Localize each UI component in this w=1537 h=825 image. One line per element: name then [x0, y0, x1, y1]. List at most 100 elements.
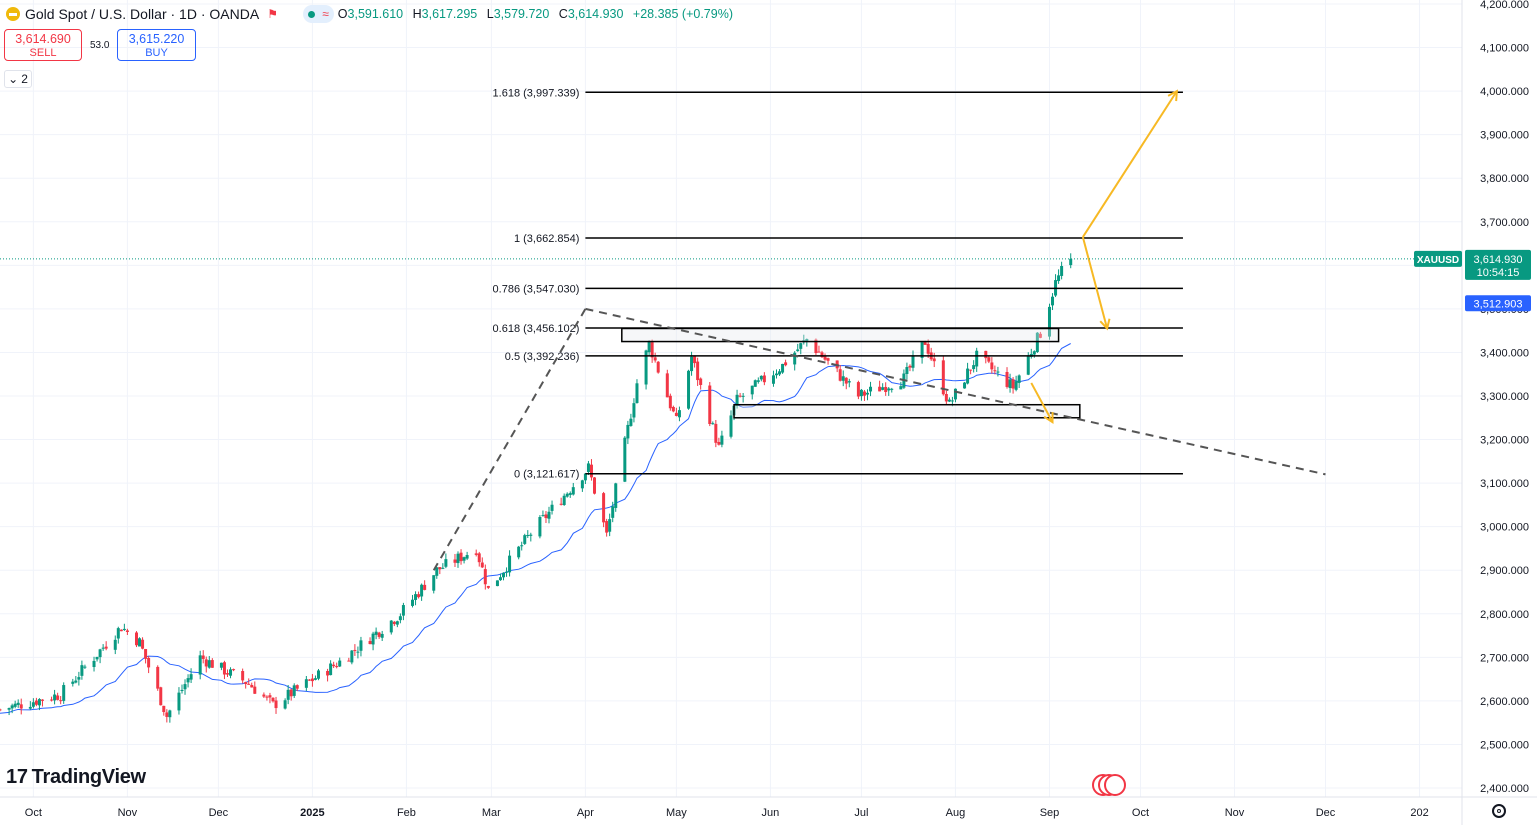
y-tick-label: 3,700.000: [1480, 217, 1529, 229]
candle-body: [608, 519, 612, 532]
tradingview-logo[interactable]: 17 TradingView: [6, 766, 146, 789]
candle-body: [180, 689, 184, 692]
candle-body: [623, 437, 627, 482]
candle-body: [104, 646, 108, 649]
candle-body: [326, 670, 330, 676]
candle-body: [34, 700, 38, 705]
candle-body: [905, 367, 909, 374]
candle-body: [505, 571, 509, 573]
candle-body: [40, 699, 44, 701]
sell-button[interactable]: 3,614.690 SELL: [4, 29, 82, 61]
candle-body: [635, 383, 639, 404]
symbol-tag: XAUUSD: [1417, 255, 1459, 266]
tradingview-mark-icon: 17: [6, 766, 28, 788]
indicators-count: 2: [21, 72, 28, 86]
candle-body: [134, 632, 138, 646]
candle-body: [441, 567, 445, 569]
candle-body: [941, 360, 945, 395]
candle-body: [377, 632, 381, 637]
candle-body: [529, 534, 533, 536]
candle-body: [966, 368, 970, 384]
candle-body: [453, 559, 457, 563]
y-tick-label: 2,800.000: [1480, 609, 1529, 621]
candle-body: [329, 663, 333, 676]
candle-body: [671, 406, 675, 412]
y-tick-label: 3,100.000: [1480, 478, 1529, 490]
candle-body: [59, 700, 63, 702]
candle-body: [738, 395, 742, 397]
candle-body: [859, 389, 863, 397]
symbol-title[interactable]: Gold Spot / U.S. Dollar · 1D · OANDA: [25, 6, 260, 22]
candle-countdown: 10:54:15: [1477, 267, 1520, 279]
symbol-tag-bg: [1414, 250, 1462, 267]
candle-body: [1057, 275, 1061, 282]
candle-body: [820, 352, 824, 358]
market-status-pill[interactable]: ≈: [303, 5, 334, 23]
buy-label: BUY: [145, 47, 168, 59]
ohlc-readout: O3,591.610 H3,617.295 L3,579.720 C3,614.…: [337, 7, 733, 21]
candle-body: [356, 651, 360, 653]
candle-body: [947, 399, 951, 402]
candle-body: [502, 572, 506, 578]
settings-gear-icon[interactable]: [1492, 804, 1506, 818]
candle-body: [1038, 333, 1042, 338]
candle-body: [862, 391, 866, 396]
candle-body: [414, 594, 418, 600]
candle-body: [374, 631, 378, 635]
candle-body: [389, 620, 393, 633]
candle-body: [583, 473, 587, 481]
projection-arrow-head: [1167, 89, 1179, 102]
candle-body: [674, 412, 678, 416]
x-tick-label: Oct: [1132, 807, 1149, 819]
candle-body: [996, 371, 1000, 373]
candle-body: [923, 341, 927, 345]
candle-body: [589, 464, 593, 478]
projection-arrow-head: [1099, 318, 1111, 331]
candle-body: [304, 679, 308, 688]
x-tick-label: May: [666, 807, 687, 819]
x-tick-label: Jul: [854, 807, 868, 819]
change-value: +28.385 (+0.79%): [632, 7, 733, 21]
candle-body: [435, 567, 439, 576]
y-tick-label: 3,900.000: [1480, 130, 1529, 142]
candle-body: [113, 639, 117, 650]
candle-body: [629, 418, 633, 426]
candle-body: [147, 657, 151, 668]
moving-average-line: [0, 343, 1071, 714]
candle-body: [465, 555, 469, 559]
candle-body: [477, 553, 481, 563]
candle-body: [244, 682, 248, 685]
fib-level-label: 0 (3,121.617): [514, 469, 579, 481]
candle-body: [762, 375, 766, 383]
candle-body: [165, 712, 169, 717]
candle-body: [611, 506, 615, 518]
candle-body: [1047, 306, 1051, 337]
candle-body: [526, 534, 530, 536]
candle-body: [771, 375, 775, 384]
candle-body: [784, 362, 788, 366]
candle-body: [368, 641, 372, 645]
y-tick-label: 2,600.000: [1480, 696, 1529, 708]
buy-button[interactable]: 3,615.220 BUY: [117, 29, 196, 61]
indicators-toggle[interactable]: ⌄ 2: [4, 70, 32, 88]
candle-body: [156, 666, 160, 689]
candle-body: [262, 694, 266, 697]
high-value: 3,617.295: [421, 7, 478, 21]
candle-body: [586, 463, 590, 472]
candle-body: [241, 671, 245, 681]
candle-body: [944, 393, 948, 402]
x-tick-label: Aug: [946, 807, 966, 819]
candle-body: [647, 341, 651, 353]
candle-body: [28, 706, 32, 709]
candle-body: [796, 349, 800, 352]
candle-body: [541, 515, 545, 517]
flag-icon[interactable]: ⚑: [267, 7, 278, 21]
candle-body: [750, 385, 754, 395]
candle-body: [890, 388, 894, 390]
candle-body: [495, 580, 499, 587]
candle-body: [350, 650, 354, 663]
candle-body: [335, 666, 339, 668]
candle-body: [920, 342, 924, 358]
us-events-icon[interactable]: [1092, 774, 1130, 796]
